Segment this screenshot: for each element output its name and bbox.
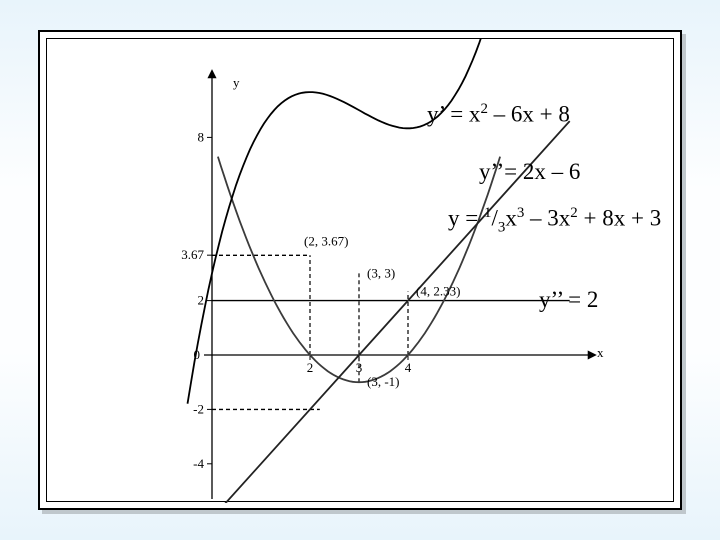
plot-svg: 3.67820-2-4-6234(2, 3.67)(3, 3)(4, 2.33)…: [47, 39, 675, 503]
axis-label-x: x: [597, 345, 604, 361]
svg-text:-4: -4: [193, 456, 204, 471]
axis-label-y: y: [233, 75, 240, 91]
svg-text:2: 2: [307, 360, 314, 375]
eq-y2-value: y’’ = 2: [539, 287, 598, 313]
svg-text:(3, -1): (3, -1): [367, 374, 400, 389]
svg-text:3.67: 3.67: [181, 247, 204, 262]
slide-frame-inner: 3.67820-2-4-6234(2, 3.67)(3, 3)(4, 2.33)…: [46, 38, 674, 502]
svg-text:(4, 2.33): (4, 2.33): [416, 284, 460, 299]
svg-text:-2: -2: [193, 401, 204, 416]
svg-text:8: 8: [198, 129, 205, 144]
svg-text:(3, 3): (3, 3): [367, 265, 395, 280]
eq-yprime: y’ = x2 – 6x + 8: [427, 101, 570, 128]
svg-text:4: 4: [405, 360, 412, 375]
svg-text:(2, 3.67): (2, 3.67): [304, 233, 348, 248]
eq-y: y = 1/3x3 – 3x2 + 8x + 3: [448, 205, 661, 236]
slide-frame-outer: 3.67820-2-4-6234(2, 3.67)(3, 3)(4, 2.33)…: [38, 30, 682, 510]
eq-ydoubleprime: y’’= 2x – 6: [479, 159, 580, 185]
svg-text:2: 2: [198, 293, 205, 308]
